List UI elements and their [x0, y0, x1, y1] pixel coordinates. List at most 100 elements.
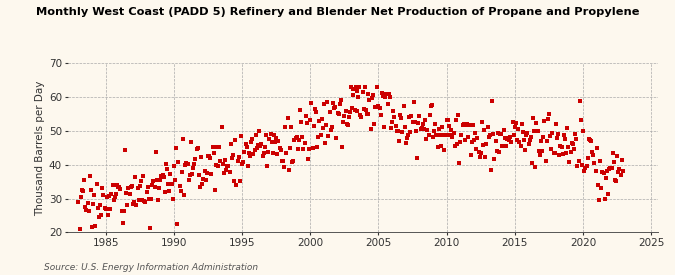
Point	[81, 208, 92, 212]
Point	[406, 114, 417, 119]
Point	[172, 222, 183, 226]
Point	[470, 130, 481, 135]
Point	[545, 134, 556, 138]
Point	[240, 142, 251, 146]
Point	[180, 163, 190, 167]
Point	[352, 109, 362, 113]
Point	[314, 119, 325, 123]
Point	[536, 139, 547, 143]
Point	[187, 171, 198, 176]
Point	[587, 150, 597, 155]
Point	[610, 178, 620, 182]
Point	[397, 130, 408, 134]
Point	[182, 162, 193, 166]
Point	[159, 190, 170, 194]
Point	[595, 159, 605, 164]
Point	[306, 101, 317, 105]
Point	[76, 188, 87, 192]
Point	[277, 158, 288, 163]
Point	[338, 120, 349, 124]
Point	[506, 140, 517, 144]
Point	[414, 114, 425, 118]
Point	[578, 129, 589, 133]
Point	[382, 102, 393, 106]
Point	[176, 170, 187, 174]
Point	[347, 106, 358, 110]
Point	[192, 146, 203, 150]
Point	[379, 125, 389, 130]
Point	[227, 156, 238, 160]
Point	[548, 151, 559, 155]
Point	[234, 179, 245, 183]
Point	[136, 179, 146, 183]
Point	[133, 197, 144, 202]
Point	[190, 157, 201, 161]
Point	[76, 195, 86, 199]
Point	[194, 185, 205, 189]
Point	[360, 108, 371, 112]
Point	[342, 123, 353, 128]
Point	[265, 132, 276, 136]
Point	[147, 182, 158, 187]
Point	[440, 133, 451, 137]
Point	[374, 106, 385, 110]
Point	[113, 185, 124, 189]
Point	[174, 184, 185, 188]
Point	[144, 197, 155, 201]
Point	[423, 133, 434, 137]
Point	[95, 203, 105, 208]
Point	[603, 192, 614, 196]
Point	[248, 152, 259, 156]
Point	[475, 155, 485, 159]
Point	[255, 144, 266, 148]
Point	[549, 151, 560, 155]
Point	[558, 133, 569, 137]
Point	[131, 203, 142, 207]
Point	[302, 121, 313, 125]
Point	[615, 173, 626, 178]
Point	[189, 161, 200, 166]
Point	[566, 141, 577, 145]
Point	[505, 135, 516, 140]
Point	[479, 128, 489, 132]
Point	[518, 138, 529, 142]
Point	[611, 179, 622, 183]
Point	[327, 101, 338, 105]
Point	[86, 188, 97, 192]
Text: Monthly West Coast (PADD 5) Refinery and Blender Net Production of Propane and P: Monthly West Coast (PADD 5) Refinery and…	[36, 7, 639, 17]
Point	[593, 198, 604, 202]
Point	[369, 122, 379, 127]
Point	[115, 187, 126, 191]
Point	[291, 135, 302, 139]
Point	[531, 121, 542, 125]
Point	[543, 117, 554, 121]
Point	[498, 128, 509, 132]
Point	[173, 160, 184, 164]
Point	[445, 132, 456, 137]
Point	[221, 168, 232, 173]
Point	[417, 122, 428, 126]
Point	[199, 169, 210, 173]
Point	[211, 163, 221, 167]
Point	[105, 207, 115, 211]
Point	[468, 123, 479, 127]
Point	[446, 128, 457, 133]
Point	[165, 172, 176, 176]
Point	[526, 161, 537, 165]
Point	[612, 154, 622, 158]
Point	[310, 110, 321, 114]
Point	[583, 156, 593, 160]
Point	[478, 142, 489, 147]
Point	[101, 207, 111, 212]
Point	[377, 90, 387, 95]
Point	[468, 138, 479, 142]
Point	[435, 144, 446, 148]
Point	[537, 148, 547, 153]
Point	[230, 138, 241, 142]
Point	[142, 185, 153, 189]
Point	[460, 138, 470, 143]
Point	[404, 115, 414, 119]
Point	[241, 145, 252, 150]
Point	[551, 136, 562, 141]
Point	[420, 118, 431, 122]
